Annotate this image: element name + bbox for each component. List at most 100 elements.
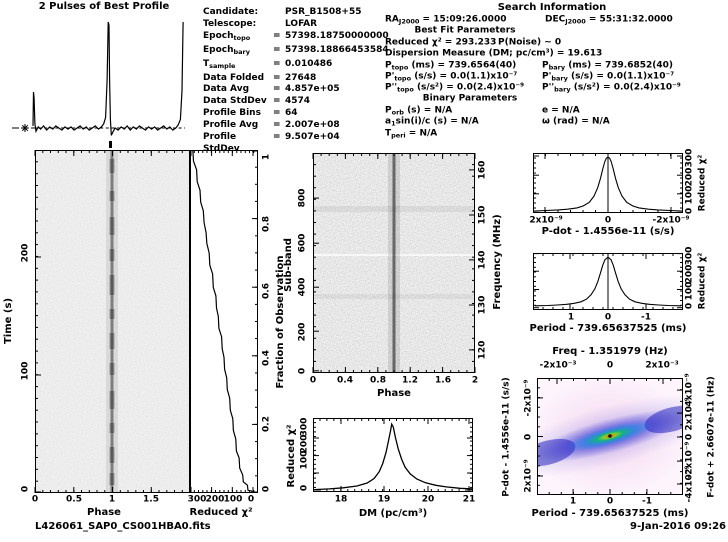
tick-label: Period - 739.65637525 (ms) [531, 508, 689, 519]
tick-label: 0 [299, 484, 310, 492]
search-info-pdot-topo: P'topo (s/s) = 0.0(1.1)x10⁻⁷ [385, 71, 518, 83]
tick-label: 2x10⁻³ [645, 360, 679, 371]
tick-label: 200 [684, 264, 695, 284]
search-info-pdot-bary: P'bary (s/s) = 0.0(1.1)x10⁻⁷ [542, 71, 675, 83]
tick-label: 200 [297, 322, 308, 342]
tick-label: 0.8 [370, 375, 386, 386]
tick-label: 100 [299, 450, 310, 470]
tick-label: Phase [87, 507, 121, 518]
tick-label: DM (pc/cm³) [358, 508, 428, 519]
tick-label: Time (s) [3, 297, 14, 345]
tick-label: Reduced χ² [286, 424, 297, 488]
search-info-p-noise: P(Noise) ~ 0 [498, 37, 562, 48]
tick-label: 160 [477, 160, 488, 180]
tick-label: 400 [297, 277, 308, 297]
tick-label: 0.2 [261, 416, 272, 432]
tick-label: 0 [261, 485, 272, 493]
tick-label: Reduced χ² [189, 507, 253, 518]
tick-label: 140 [477, 250, 488, 270]
profile-avg-marker [12, 124, 38, 132]
profile-curve [32, 21, 184, 136]
tick-label: 300 [187, 494, 207, 505]
search-info-dm-line: Dispersion Measure (DM; pc/cm³) = 19.613 [385, 48, 603, 59]
tick-label: 1 [569, 496, 577, 507]
tick-label: 1 [108, 494, 116, 505]
search-info-pddot-bary: P''bary (s/s²) = 0.0(2.4)x10⁻⁹ [542, 82, 681, 94]
search-info-p-topo: Ptopo (ms) = 739.6564(40) [385, 60, 517, 72]
info-row: Profile Avg = 2.007e+08 [203, 120, 340, 131]
info-row: Epochbary = 57398.18866453584 [203, 44, 389, 56]
tick-label: 150 [477, 205, 488, 225]
tick-label: -2x10⁻⁹ [652, 215, 690, 226]
pulse-stripe-halo [106, 151, 118, 492]
time-phase-plot [35, 150, 190, 493]
search-info-dec: DECJ2000 = 55:31:32.0000 [545, 14, 673, 26]
tick-label: 800 [297, 188, 308, 208]
period-chi2-plot [533, 253, 683, 310]
tick-label: 2 [471, 375, 479, 386]
tick-label: 18 [334, 494, 348, 505]
tick-label: 1.5 [143, 494, 159, 505]
tick-label: Phase [377, 388, 411, 399]
tick-label: 20 [421, 494, 435, 505]
best-profile-plot [12, 21, 185, 148]
info-row: Data Avg = 4.857e+05 [203, 84, 340, 95]
pulse-phase-marker [109, 141, 112, 148]
subband-phase-noise [314, 154, 474, 372]
search-info-asini: a1sin(i)/c (s) = N/A [385, 116, 479, 128]
tick-label: -2x10⁻³ [539, 360, 577, 371]
info-row: Profile StdDev = 9.507e+04 [203, 132, 340, 154]
tick-label: 0 [297, 367, 308, 375]
tick-label: -2x10⁻⁹ [523, 379, 534, 417]
search-info-best-fit-header: Best Fit Parameters [414, 25, 516, 36]
tick-label: P-dot - 1.4556e-11 (s/s) [541, 226, 675, 237]
info-row: Candidate: PSR_B1508+55 [203, 7, 362, 17]
tick-label: 2 Pulses of Best Profile [38, 1, 170, 12]
tick-label: 2x10⁻⁹ [523, 459, 534, 493]
tick-label: 0.6 [261, 283, 272, 299]
search-info-title: Search Information [497, 2, 607, 13]
tick-label: 1.6 [435, 375, 451, 386]
tick-label: 0.4 [337, 375, 353, 386]
search-info-binary-header: Binary Parameters [422, 93, 518, 104]
tick-label: 0.5 [66, 494, 82, 505]
tick-label: 21 [462, 494, 476, 505]
search-info-ra: RAJ2000 = 15:09:26.0000 [385, 14, 507, 26]
tick-label: 0 [684, 302, 695, 310]
tick-label: 100 [684, 185, 695, 205]
tick-label: 100 [20, 361, 31, 381]
tick-label: 200 [205, 494, 225, 505]
tick-label: 0 [684, 433, 695, 441]
tick-label: 0.4 [261, 350, 272, 366]
info-row: Profile Bins = 64 [203, 108, 298, 119]
tick-label: 0 [523, 433, 534, 441]
pulse-stripe [392, 154, 396, 372]
search-info-omega: ω (rad) = N/A [542, 116, 610, 127]
tick-label: -4x10⁻⁹ [684, 465, 695, 503]
tick-label: 1.2 [402, 375, 418, 386]
tick-label: F-dot + 2.6607e-11 (Hz) [706, 376, 717, 498]
period-pdot-colormap [537, 378, 683, 495]
tick-label: Freq - 1.351979 (Hz) [552, 346, 668, 357]
search-info-pddot-topo: P''topo (s/s²) = 0.0(2.4)x10⁻⁹ [385, 82, 525, 94]
tick-label: 100 [223, 494, 243, 505]
time-phase-noise [36, 151, 189, 492]
dm-chi2-plot [313, 418, 473, 492]
period-pdot-colormap-image [538, 379, 682, 494]
tick-label: 1 [567, 312, 575, 323]
tick-label: 0 [604, 312, 612, 323]
timestamp: 9-Jan-2016 09:26 [630, 521, 726, 532]
tick-label: 1 [261, 153, 272, 161]
search-info-reduced-chi2: Reduced χ² = 293.233 [385, 37, 497, 48]
tick-label: 0 [309, 375, 317, 386]
filename: L426061_SAP0_CS001HBA0.fits [35, 521, 211, 532]
chi2-fraction-panel [190, 150, 258, 493]
info-row: Tsample = 0.010486 [203, 58, 333, 70]
pdot-chi2-plot [533, 153, 683, 213]
search-info-porb: Porb (s) = N/A [385, 105, 453, 117]
tick-label: 2x10⁻⁹ [529, 215, 563, 226]
tick-label: 0 [604, 215, 612, 226]
tick-label: Period - 739.65637525 (ms) [529, 323, 687, 334]
search-info-tperi: Tperi = N/A [385, 128, 438, 140]
